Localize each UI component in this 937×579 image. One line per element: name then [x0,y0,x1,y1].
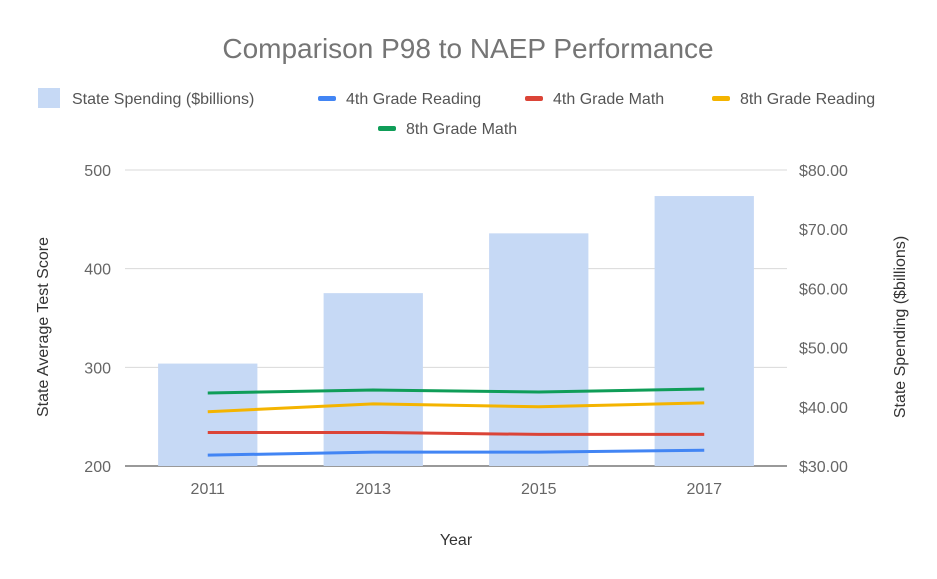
legend-swatch [318,96,336,101]
legend-swatch [525,96,543,101]
legend: State Spending ($billions) 4th Grade Read… [38,88,875,138]
y2-tick-label: $50.00 [799,341,848,358]
legend-label: 4th Grade Reading [346,91,481,108]
y2-axis-title: State Spending ($billions) [892,236,909,418]
y2-tick-label: $30.00 [799,459,848,476]
series-line [207,448,705,457]
y2-tick-label: $80.00 [799,163,848,180]
y-tick-label: 300 [84,360,111,377]
series-line [207,401,705,414]
y-tick-label: 500 [84,163,111,180]
y-axis-title: State Average Test Score [35,237,52,417]
series-line [207,430,705,436]
spending-bar [489,233,589,466]
legend-swatch [712,96,730,101]
spending-bar [158,363,258,466]
x-tick-label: 2017 [686,481,722,498]
series-line [207,387,705,395]
spending-bar [323,293,423,466]
legend-swatch [378,126,396,131]
bars [158,196,754,466]
y-tick-label: 400 [84,262,111,279]
series-lines [207,387,705,457]
spending-bar [654,196,754,466]
legend-label: State Spending ($billions) [72,91,254,108]
y2-tick-label: $70.00 [799,222,848,239]
legend-label: 4th Grade Math [553,91,664,108]
x-tick-label: 2015 [521,481,557,498]
x-tick-label: 2013 [355,481,391,498]
x-axis-title: Year [440,532,473,549]
legend-label: 8th Grade Reading [740,91,875,108]
y-tick-label: 200 [84,459,111,476]
legend-label: 8th Grade Math [406,121,517,138]
y2-tick-label: $40.00 [799,400,848,417]
left-axis-ticks: 200 300 400 500 [84,163,111,476]
y2-tick-label: $60.00 [799,281,848,298]
legend-swatch [38,88,60,108]
x-tick-label: 2011 [191,481,226,498]
chart-title: Comparison P98 to NAEP Performance [222,33,713,64]
right-axis-ticks: $30.00 $40.00 $50.00 $60.00 $70.00 $80.00 [799,163,848,476]
x-axis-ticks: 2011 2013 2015 2017 [191,481,723,498]
